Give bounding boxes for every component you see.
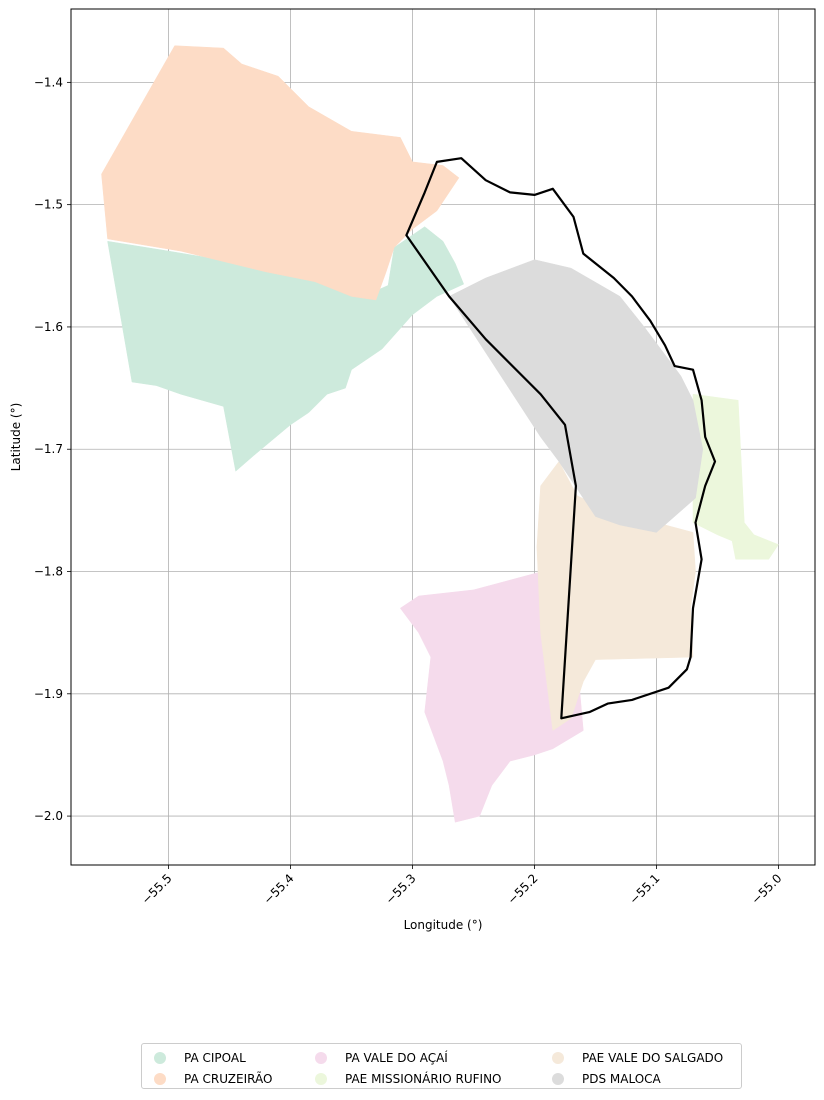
x-tick-label: −55.4 bbox=[261, 871, 297, 907]
y-tick-label: −1.4 bbox=[34, 75, 63, 89]
legend-label: PA CIPOAL bbox=[184, 1051, 246, 1065]
x-tick-label: −55.0 bbox=[749, 871, 785, 907]
study-area-outline bbox=[405, 157, 717, 720]
area-pa-vale-do-a-a- bbox=[399, 565, 584, 823]
polygon-layer bbox=[101, 45, 779, 823]
legend-marker bbox=[315, 1052, 327, 1064]
legend-item: PDS MALOCA bbox=[552, 1070, 661, 1088]
y-tick-label: −1.5 bbox=[34, 198, 63, 212]
legend-label: PA VALE DO AÇAÍ bbox=[345, 1051, 448, 1065]
plot-frame bbox=[70, 8, 816, 866]
legend-marker bbox=[154, 1052, 166, 1064]
legend-item: PAE VALE DO SALGADO bbox=[552, 1049, 723, 1067]
legend-item: PA CRUZEIRÃO bbox=[154, 1070, 272, 1088]
y-axis-label: Latitude (°) bbox=[9, 403, 23, 472]
y-ticks: −1.4 −1.5 −1.6 −1.7 −1.8 −1.9 −2.0 bbox=[34, 75, 71, 823]
legend-label: PDS MALOCA bbox=[582, 1072, 661, 1086]
x-tick-label: −55.1 bbox=[627, 871, 663, 907]
x-ticks: −55.5 −55.4 −55.3 −55.2 −55.1 −55.0 bbox=[139, 865, 785, 907]
y-tick-label: −1.8 bbox=[34, 565, 63, 579]
y-tick-label: −1.6 bbox=[34, 320, 63, 334]
legend-label: PAE MISSIONÁRIO RUFINO bbox=[345, 1072, 502, 1086]
legend-marker bbox=[552, 1073, 564, 1085]
x-tick-label: −55.2 bbox=[505, 871, 541, 907]
area-pa-cruzeir-o bbox=[101, 45, 460, 301]
legend-label: PAE VALE DO SALGADO bbox=[582, 1051, 724, 1065]
area-pds-maloca bbox=[448, 259, 704, 533]
y-tick-label: −1.9 bbox=[34, 687, 63, 701]
legend-item: PA CIPOAL bbox=[154, 1049, 246, 1067]
legend-label: PA CRUZEIRÃO bbox=[184, 1072, 273, 1086]
map-chart: −55.5 −55.4 −55.3 −55.2 −55.1 −55.0 −1.4−1.5−… bbox=[9, 8, 816, 932]
x-tick-label: −55.5 bbox=[139, 871, 175, 907]
x-tick-label: −55.3 bbox=[383, 871, 419, 907]
x-axis-label: Longitude (°) bbox=[404, 918, 483, 932]
area-pae-mission-rio-rufino bbox=[692, 393, 779, 560]
y-tick-label: −2.0 bbox=[34, 809, 63, 823]
outline-layer bbox=[405, 157, 717, 720]
legend-item: PAE MISSIONÁRIO RUFINO bbox=[315, 1070, 502, 1088]
legend: PA CIPOAL PA CRUZEIRÃO PA VALE DO AÇAÍ P… bbox=[141, 1043, 742, 1089]
legend-marker bbox=[315, 1073, 327, 1085]
legend-marker bbox=[154, 1073, 166, 1085]
y-tick-label: −1.7 bbox=[34, 442, 63, 456]
legend-marker bbox=[552, 1052, 564, 1064]
legend-item: PA VALE DO AÇAÍ bbox=[315, 1049, 448, 1067]
